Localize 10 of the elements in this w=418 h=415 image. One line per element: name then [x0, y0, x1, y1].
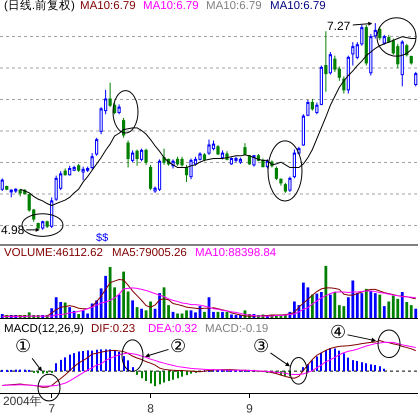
- text: VOLUME:46112.62: [4, 247, 103, 259]
- text: MA10:6.79: [143, 0, 199, 12]
- text: $$: [96, 232, 108, 244]
- text: MA10:6.79: [80, 0, 136, 12]
- series-label: MA5:79005.26: [112, 247, 187, 259]
- text: MA10:6.79: [206, 0, 262, 12]
- annotation: 7.27: [327, 19, 351, 33]
- annotation: 4.98: [1, 223, 25, 237]
- text: MA10:6.79: [270, 0, 326, 12]
- text: MA10:88398.84: [195, 247, 277, 259]
